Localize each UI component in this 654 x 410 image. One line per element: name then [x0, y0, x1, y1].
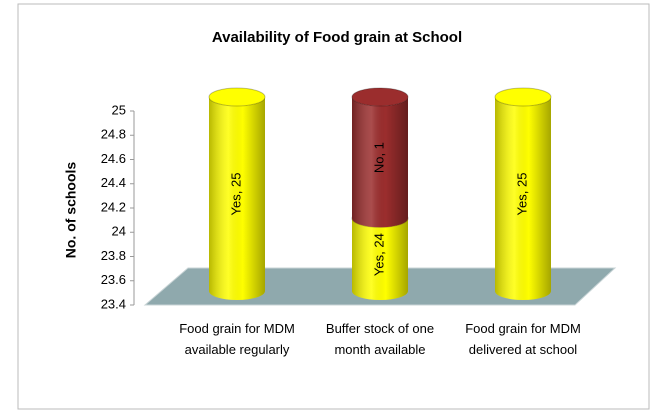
y-tick-label: 24.2	[101, 199, 126, 214]
cylinder-shade	[495, 97, 551, 300]
x-tick-label: Buffer stock of one month available	[325, 321, 435, 357]
y-tick-label: 25	[112, 102, 126, 117]
cylinder-shade	[209, 97, 265, 300]
cylinder-top	[494, 87, 552, 107]
data-label: Yes, 25	[228, 173, 243, 216]
cylinder-top	[351, 87, 409, 107]
cylinder-top	[208, 87, 266, 107]
y-axis-label: No. of schools	[63, 162, 79, 259]
x-tick-label: Food grain for MDM delivered at school	[465, 321, 581, 357]
x-tick-label: Food grain for MDM available regularly	[179, 321, 295, 357]
y-tick-label: 24	[112, 224, 126, 239]
y-tick-label: 23.4	[101, 296, 126, 311]
y-tick-label: 24.8	[101, 127, 126, 142]
chart-border	[17, 3, 650, 410]
cylinder-shade	[352, 218, 408, 300]
y-tick-label: 23.6	[101, 272, 126, 287]
y-tick-label: 23.8	[101, 248, 126, 263]
chart-title: Availability of Food grain at School	[212, 29, 462, 46]
y-tick-label: 24.4	[101, 175, 126, 190]
data-label: No, 1	[371, 142, 386, 173]
cylinder-shade	[352, 97, 408, 228]
data-label: Yes, 24	[371, 233, 386, 276]
data-label: Yes, 25	[514, 173, 529, 216]
y-tick-label: 24.6	[101, 151, 126, 166]
